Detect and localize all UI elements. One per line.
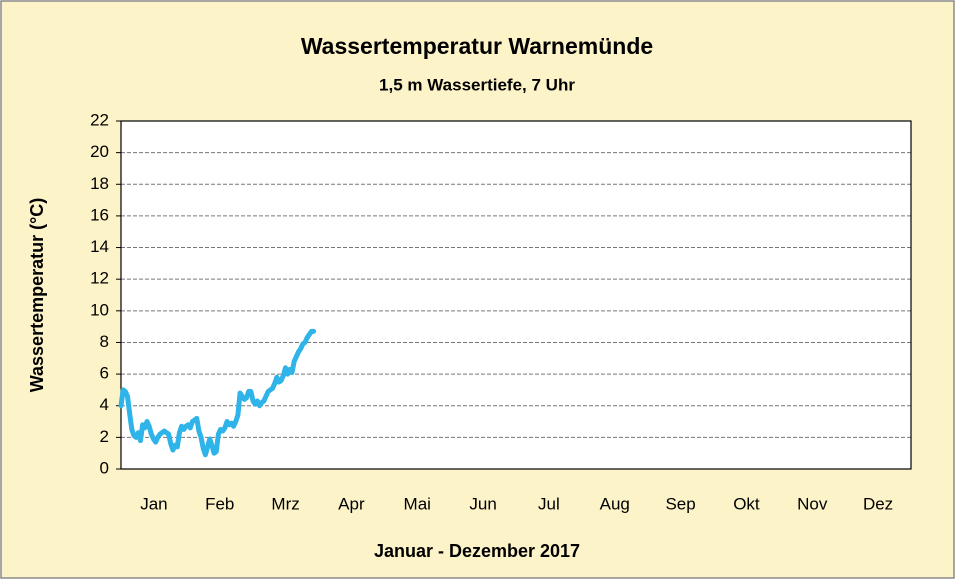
y-tick-label: 0: [100, 458, 109, 477]
x-tick-label: Jul: [538, 494, 560, 513]
x-tick-label: Nov: [797, 494, 828, 513]
x-tick-label: Apr: [338, 494, 365, 513]
y-tick-label: 14: [90, 237, 109, 256]
y-tick-label: 2: [100, 427, 109, 446]
x-tick-label: Mai: [404, 494, 431, 513]
y-tick-label: 18: [90, 174, 109, 193]
y-tick-label: 12: [90, 269, 109, 288]
x-tick-label: Aug: [600, 494, 630, 513]
x-tick-label: Feb: [205, 494, 234, 513]
y-tick-label: 8: [100, 332, 109, 351]
plot-border: [120, 120, 912, 470]
y-tick-label: 20: [90, 142, 109, 161]
x-axis-title: Januar - Dezember 2017: [374, 541, 580, 561]
x-tick-label: Okt: [733, 494, 760, 513]
data-line: [118, 328, 317, 458]
x-tick-label: Jan: [140, 494, 167, 513]
x-tick-label: Sep: [665, 494, 695, 513]
y-tick-label: 10: [90, 300, 109, 319]
y-tick-label: 16: [90, 205, 109, 224]
y-tick-label: 4: [100, 395, 109, 414]
x-tick-label: Jun: [469, 494, 496, 513]
y-axis-title: Wassertemperatur (°C): [27, 198, 47, 393]
x-tick-label: Dez: [863, 494, 893, 513]
y-tick-label: 22: [90, 110, 109, 129]
chart-subtitle: 1,5 m Wassertiefe, 7 Uhr: [379, 75, 575, 94]
y-tick-label: 6: [100, 364, 109, 383]
x-tick-label: Mrz: [271, 494, 299, 513]
chart-title: Wassertemperatur Warnemünde: [301, 33, 653, 59]
plot-area: [121, 121, 911, 469]
